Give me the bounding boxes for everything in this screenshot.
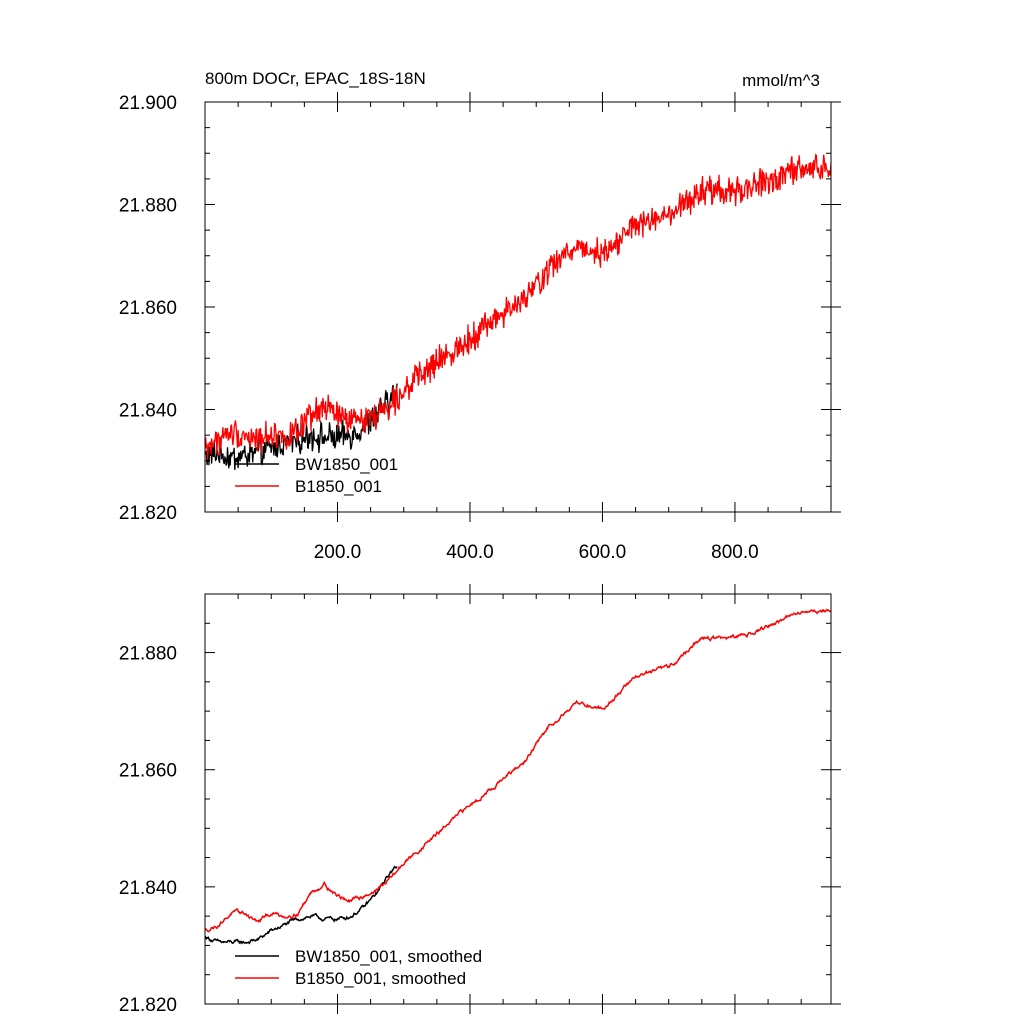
y-tick-label: 21.900	[119, 93, 177, 114]
y-tick-label: 21.820	[119, 503, 177, 524]
legend: BW1850_001 B1850_001	[235, 455, 398, 496]
y-tick-label: 21.880	[119, 196, 177, 217]
legend-label: BW1850_001	[295, 455, 398, 474]
legend-label: BW1850_001, smoothed	[295, 947, 482, 966]
legend: BW1850_001, smoothed B1850_001, smoothed	[235, 947, 482, 988]
plot-title: 800m DOCr, EPAC_18S-18N	[205, 69, 426, 88]
series-line	[205, 865, 398, 945]
bottom-plot-panel: 21.820 21.840 21.860 21.880 BW1850_001, smo…	[119, 584, 841, 1016]
legend-label: B1850_001	[295, 477, 382, 496]
y-tick-label: 21.860	[119, 298, 177, 319]
plot-frame	[204, 593, 832, 1005]
y-tick-label: 21.820	[119, 995, 177, 1016]
x-tick-label: 400.0	[446, 542, 494, 563]
legend-label: B1850_001, smoothed	[295, 969, 466, 988]
x-tick-label: 800.0	[711, 542, 759, 563]
x-tick-label: 600.0	[579, 542, 627, 563]
series-line	[205, 153, 831, 460]
units-label: mmol/m^3	[742, 71, 820, 90]
axes-layer: 200.0 400.0 600.0 800.0 21.820 21.840 21.860 21…	[119, 92, 841, 563]
plot-frame	[204, 101, 832, 513]
y-tick-label: 21.840	[119, 401, 177, 422]
series-layer	[205, 608, 831, 945]
y-tick-label: 21.860	[119, 761, 177, 782]
y-tick-label: 21.840	[119, 878, 177, 899]
series-layer	[205, 153, 831, 470]
y-tick-label: 21.880	[119, 644, 177, 665]
x-tick-label: 200.0	[314, 542, 362, 563]
top-plot-panel: 800m DOCr, EPAC_18S-18N mmol/m^3 200.0 40…	[119, 69, 841, 563]
series-line	[205, 608, 831, 933]
axes-layer: 21.820 21.840 21.860 21.880	[119, 584, 841, 1016]
